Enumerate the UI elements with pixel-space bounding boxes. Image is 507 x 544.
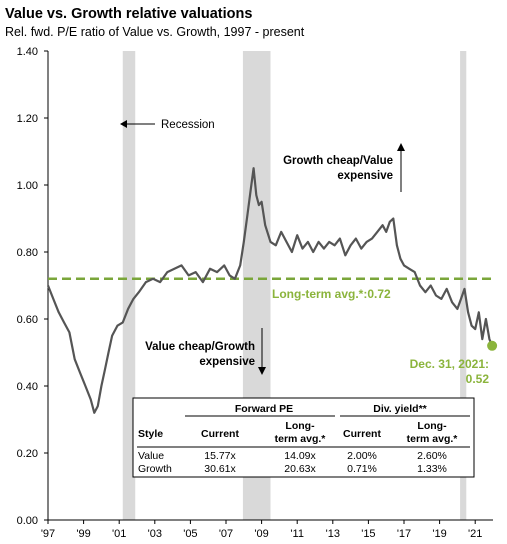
table-col-dy-lt-line2: term avg.* [407,433,459,445]
table-cell-dy-current: 0.71% [347,463,377,475]
latest-value-label-line1: Dec. 31, 2021: [410,357,489,371]
value-cheap-label-line2: expensive [199,356,255,368]
table-cell-style: Growth [138,463,172,475]
y-tick-label: 1.20 [17,113,38,125]
y-tick-label: 1.00 [17,180,38,192]
table-header-forward-pe: Forward PE [235,403,293,415]
table-cell-dy-lt: 1.33% [417,463,447,475]
table-cell-pe-current: 15.77x [204,450,236,462]
y-tick-label: 1.40 [17,46,38,58]
down-arrow-icon [258,367,266,375]
table-cell-pe-current: 30.61x [204,463,236,475]
table-col-pe-lt-line2: term avg.* [275,433,327,445]
relative-pe-series-line [46,167,494,414]
growth-cheap-label-line2: expensive [337,170,393,182]
long-term-average-label: Long-term avg.*:0.72 [272,287,391,301]
x-tick-label: '19 [432,528,446,540]
latest-value-label-line2: 0.52 [466,372,490,386]
x-tick-label: '09 [254,528,268,540]
table-col-pe-lt-line1: Long- [285,420,315,432]
table-col-dy-lt-line1: Long- [417,420,447,432]
x-tick-label: '17 [397,528,411,540]
recession-arrowhead-icon [120,120,127,128]
table-cell-dy-current: 2.00% [347,450,377,462]
x-tick-label: '97 [41,528,55,540]
up-arrow-icon [397,143,405,151]
x-tick-label: '11 [290,528,304,540]
x-tick-label: '01 [112,528,126,540]
table-border [132,397,475,478]
table-cell-pe-lt: 14.09x [284,450,316,462]
x-tick-label: '05 [183,528,197,540]
x-tick-label: '21 [468,528,482,540]
growth-cheap-label-line1: Growth cheap/Value [283,155,393,167]
y-tick-label: 0.20 [17,448,38,460]
chart-subtitle: Rel. fwd. P/E ratio of Value vs. Growth,… [5,25,305,39]
table-row: Value 15.77x 14.09x 2.00% 2.60% [138,450,447,462]
x-tick-label: '03 [148,528,162,540]
x-tick-label: '07 [219,528,233,540]
recession-band-1 [122,51,136,520]
recession-band-3 [460,51,467,520]
table-cell-dy-lt: 2.60% [417,450,447,462]
y-tick-label: 0.40 [17,381,38,393]
x-tick-label: '99 [76,528,90,540]
x-tick-label: '13 [326,528,340,540]
y-tick-label: 0.60 [17,314,38,326]
table-cell-pe-lt: 20.63x [284,463,316,475]
table-col-style: Style [138,428,163,440]
latest-value-marker [487,340,498,351]
y-tick-label: 0.00 [17,515,38,527]
x-tick-label: '15 [361,528,375,540]
table-header-div-yield: Div. yield** [373,403,427,415]
table-row: Growth 30.61x 20.63x 0.71% 1.33% [138,463,447,475]
table-col-pe-current: Current [201,428,239,440]
chart-title: Value vs. Growth relative valuations [5,6,253,22]
value-cheap-label-line1: Value cheap/Growth [145,341,255,353]
chart-axes: 0.00 0.20 0.40 0.60 0.80 1.00 1.20 1.40 '97 '99 '0… [17,46,493,540]
table-col-dy-current: Current [343,428,381,440]
recession-label: Recession [161,119,215,131]
table-cell-style: Value [138,450,164,462]
valuation-table: Forward PE Div. yield** Style Current Lo… [132,397,475,478]
y-tick-label: 0.80 [17,247,38,259]
